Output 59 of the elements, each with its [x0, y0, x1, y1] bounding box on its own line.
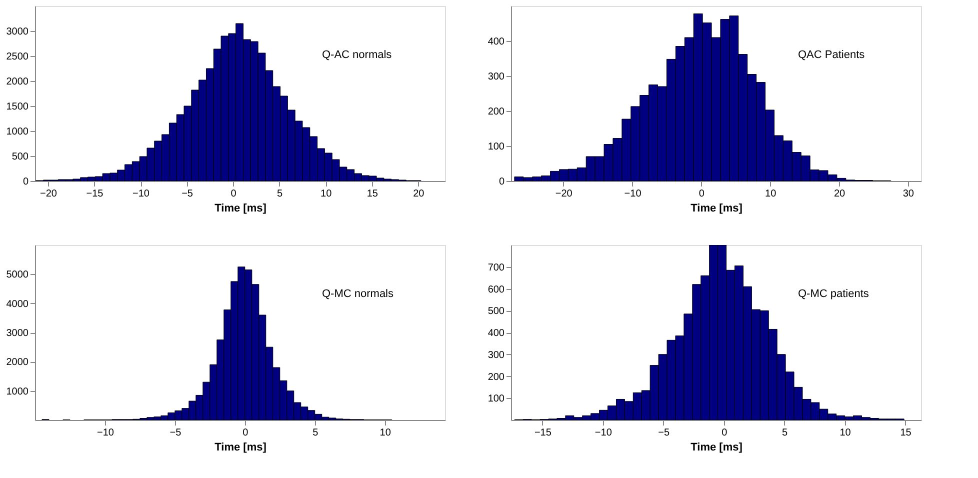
x-tick-label: −15 — [534, 428, 552, 438]
x-tick-label: 15 — [900, 428, 912, 438]
y-tick-label: 500 — [488, 306, 505, 318]
x-tick-label: 10 — [380, 428, 392, 438]
y-tick-label: 600 — [488, 284, 505, 296]
y-tick-label: 100 — [488, 142, 505, 152]
y-tick-label: 0 — [22, 176, 29, 188]
y-tick-label: 200 — [488, 372, 505, 383]
annotation: Q-AC normals — [322, 49, 392, 61]
annotation: QAC Patients — [798, 49, 866, 61]
y-tick-label: 1000 — [6, 386, 29, 398]
annotation: Q-MC patients — [798, 288, 870, 300]
x-tick-label: 0 — [230, 188, 237, 200]
y-tick-label: 100 — [488, 394, 505, 405]
y-tick-label: 300 — [488, 350, 505, 361]
y-tick-label: 500 — [12, 152, 29, 162]
y-tick-label: 700 — [488, 262, 505, 274]
x-tick-label: −5 — [658, 428, 670, 438]
y-tick-label: 2000 — [6, 76, 29, 88]
y-tick-label: 3000 — [6, 26, 29, 38]
x-axis-title: Time [ms] — [690, 202, 743, 214]
x-axis-title: Time [ms] — [214, 442, 267, 454]
x-tick-label: −10 — [624, 188, 642, 200]
x-tick-label: 10 — [320, 188, 332, 200]
annotation: Q-MC normals — [322, 288, 394, 300]
x-tick-label: 0 — [242, 428, 249, 438]
y-tick-label: 300 — [488, 72, 505, 82]
y-tick-label: 200 — [488, 106, 505, 118]
y-tick-label: 2500 — [6, 52, 29, 62]
x-tick-label: 0 — [722, 428, 728, 438]
x-tick-label: 20 — [834, 188, 846, 200]
x-tick-label: 30 — [902, 188, 914, 200]
x-axis-title: Time [ms] — [214, 202, 267, 214]
x-tick-label: 10 — [840, 428, 852, 438]
x-tick-label: −10 — [132, 188, 150, 200]
y-tick-label: 3000 — [6, 328, 29, 339]
y-tick-label: 5000 — [6, 270, 29, 281]
x-tick-label: 10 — [765, 188, 777, 200]
x-tick-label: 5 — [312, 428, 319, 438]
y-tick-label: 2000 — [6, 357, 29, 368]
x-tick-label: 5 — [782, 428, 788, 438]
x-tick-label: −20 — [40, 188, 58, 200]
x-tick-label: −10 — [96, 428, 114, 438]
x-axis-title: Time [ms] — [690, 442, 743, 454]
x-tick-label: 5 — [277, 188, 284, 200]
x-tick-label: −5 — [170, 428, 182, 438]
x-tick-label: −10 — [594, 428, 612, 438]
x-tick-label: −5 — [182, 188, 194, 200]
x-tick-label: 20 — [413, 188, 425, 200]
x-tick-label: −20 — [555, 188, 573, 200]
y-tick-label: 400 — [488, 328, 505, 339]
x-tick-label: −15 — [86, 188, 104, 200]
y-tick-label: 4000 — [6, 298, 29, 310]
y-tick-label: 400 — [488, 36, 505, 48]
x-tick-label: 0 — [698, 188, 705, 200]
x-tick-label: 15 — [366, 188, 378, 200]
y-tick-label: 1000 — [6, 126, 29, 138]
y-tick-label: 0 — [498, 176, 505, 188]
y-tick-label: 1500 — [6, 102, 29, 112]
